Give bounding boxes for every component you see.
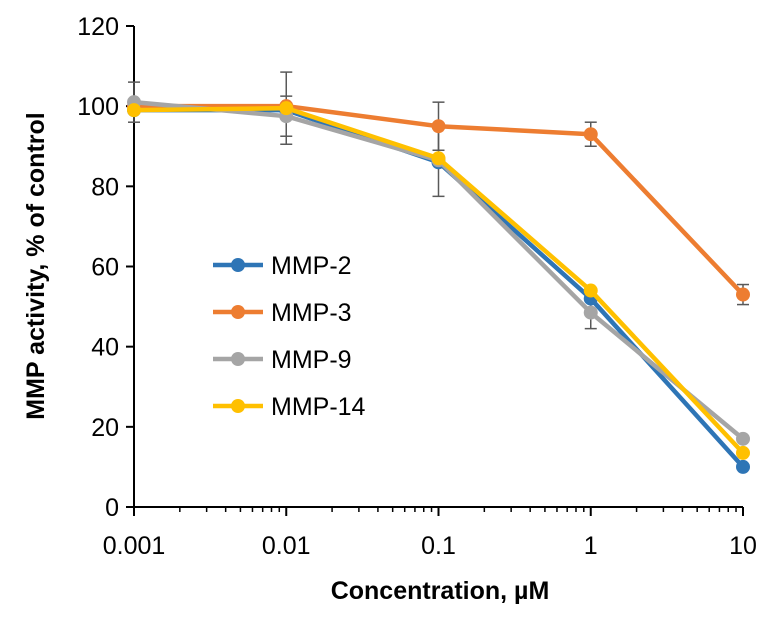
y-axis-title: MMP activity, % of control (22, 112, 50, 419)
data-point-mmp-3 (736, 287, 750, 302)
x-tick-label: 1 (584, 532, 598, 560)
x-axis-title: Concentration, µM (331, 577, 550, 605)
data-point-mmp-14 (736, 445, 750, 460)
y-tick-label: 40 (91, 334, 119, 362)
data-point-mmp-9 (736, 431, 750, 446)
x-tick-label: 0.1 (421, 532, 456, 560)
y-tick-label: 100 (77, 93, 119, 121)
data-point-mmp-14 (431, 151, 446, 166)
y-tick-label: 80 (91, 173, 119, 201)
legend-marker-mmp-3 (231, 305, 245, 319)
y-tick-label: 20 (91, 414, 119, 442)
data-point-mmp-14 (127, 103, 141, 118)
legend-marker-mmp-2 (231, 258, 245, 272)
x-tick-label: 10 (729, 532, 757, 560)
legend-label-mmp-3: MMP-3 (271, 299, 352, 327)
data-point-mmp-3 (583, 127, 598, 142)
data-point-mmp-2 (736, 459, 750, 474)
y-tick-label: 120 (77, 13, 119, 41)
legend-label-mmp-9: MMP-9 (271, 346, 352, 374)
data-point-mmp-3 (431, 119, 446, 134)
legend-label-mmp-14: MMP-14 (271, 393, 366, 421)
x-tick-label: 0.001 (103, 532, 166, 560)
x-tick-label: 0.01 (262, 532, 311, 560)
y-tick-label: 60 (91, 254, 119, 282)
data-point-mmp-14 (583, 283, 598, 298)
data-point-mmp-14 (279, 101, 294, 116)
legend-label-mmp-2: MMP-2 (271, 252, 352, 280)
y-tick-label: 0 (105, 494, 119, 522)
legend-marker-mmp-14 (231, 399, 245, 413)
legend-marker-mmp-9 (231, 352, 245, 366)
data-point-mmp-9 (583, 305, 598, 320)
